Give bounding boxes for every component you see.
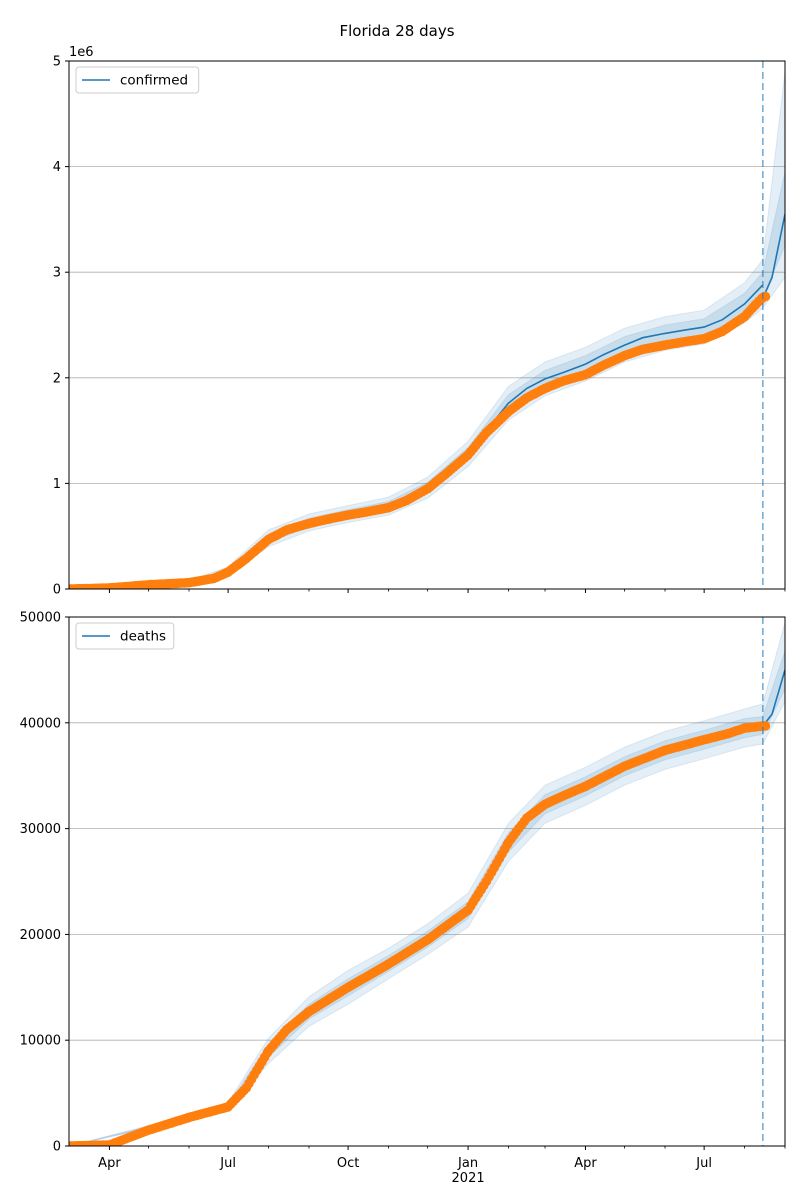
chart-panel-confirmed: 0 1 2 3 4 5 1e6 confirmed (53, 45, 786, 598)
plot-area (69, 622, 785, 1146)
x-tick-label: Apr (574, 1156, 597, 1171)
y-tick-label: 1 (53, 477, 61, 492)
x-tick-label: Jan (457, 1156, 478, 1171)
legend: confirmed (75, 66, 200, 94)
x-tick-label: Apr (98, 1156, 121, 1171)
y-tick-label: 5 (53, 55, 61, 70)
legend-label: deaths (120, 629, 166, 645)
y-tick-label: 30000 (20, 822, 61, 837)
y-tick-label: 0 (53, 1140, 61, 1155)
plot-frame (68, 616, 786, 1147)
plot-frame (68, 60, 786, 590)
y-tick-label: 20000 (20, 928, 61, 943)
legend-box (75, 66, 200, 94)
forecast-line (762, 213, 785, 299)
x-tick-label: Jul (219, 1156, 236, 1171)
y-tick-label: 0 (53, 583, 61, 598)
legend-box (75, 622, 175, 650)
figure-title: Florida 28 days (339, 22, 454, 40)
panels: 0 1 2 3 4 5 1e6 confirmed 0 10000 20000 30000 40000 5… (20, 45, 786, 1186)
x-tick-label: Oct (337, 1156, 359, 1171)
legend-label: confirmed (120, 73, 188, 89)
y-tick-label: 2 (53, 371, 61, 386)
x-year-label: 2021 (452, 1171, 485, 1186)
y-multiplier-label: 1e6 (69, 45, 94, 60)
x-tick-label: Jul (695, 1156, 712, 1171)
y-tick-label: 10000 (20, 1034, 61, 1049)
outer-uncertainty-band (69, 622, 785, 1146)
y-tick-label: 3 (53, 266, 61, 281)
legend: deaths (75, 622, 175, 650)
chart-panel-deaths: 0 10000 20000 30000 40000 50000 Apr Jul Oct Jan Ap… (20, 611, 786, 1186)
y-tick-label: 40000 (20, 716, 61, 731)
y-tick-label: 4 (53, 160, 61, 175)
plot-area (69, 71, 785, 589)
y-tick-label: 50000 (20, 611, 61, 626)
